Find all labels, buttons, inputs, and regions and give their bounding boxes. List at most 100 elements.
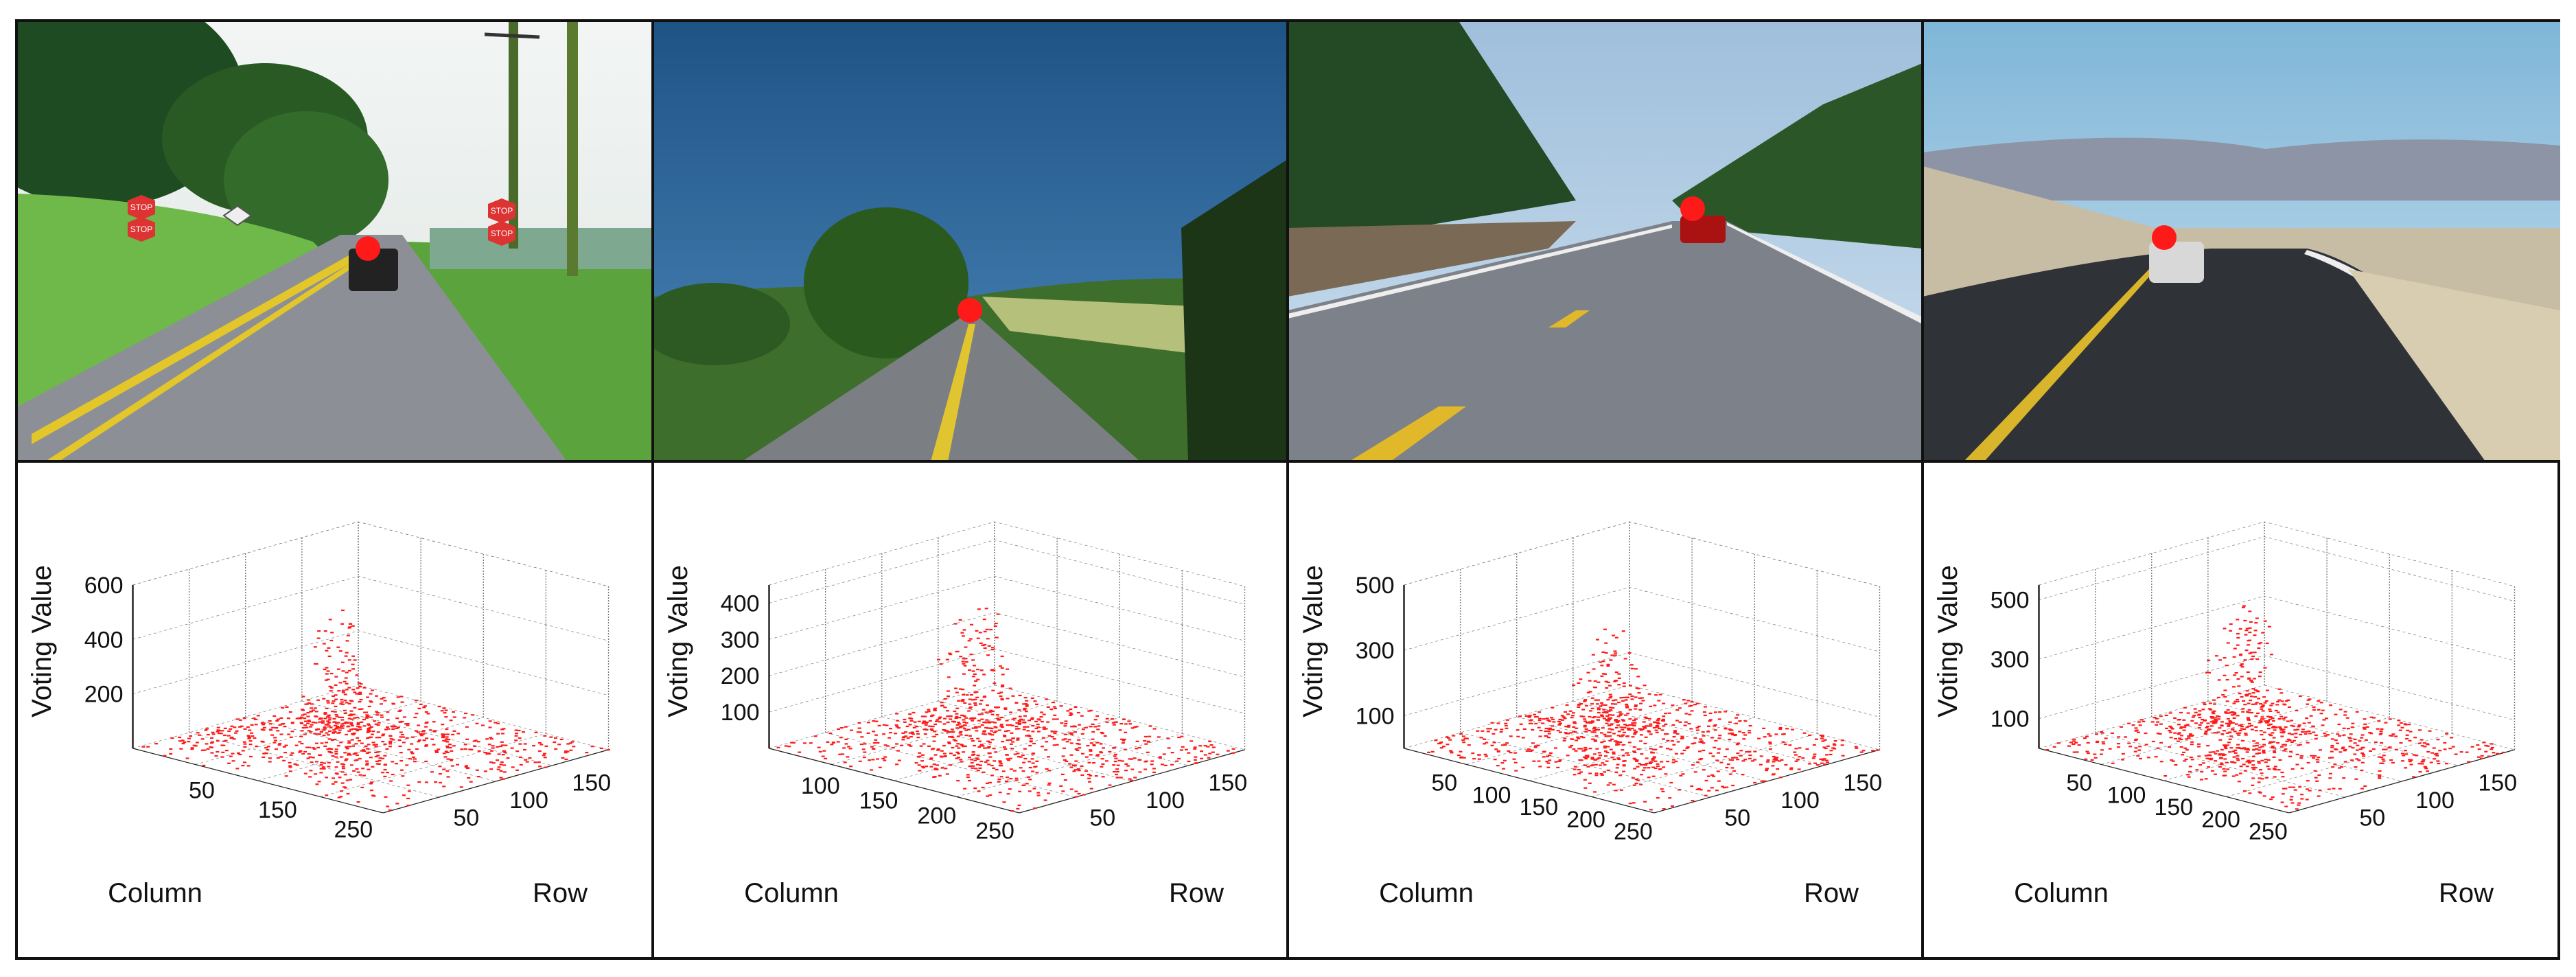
vote-point <box>474 739 478 742</box>
vote-point <box>2227 742 2231 744</box>
vote-point <box>1600 665 1604 667</box>
vote-point <box>2174 737 2178 740</box>
vote-point <box>1619 713 1623 715</box>
vote-point <box>365 714 369 716</box>
vote-point <box>943 706 947 709</box>
vote-point <box>2223 770 2227 772</box>
vote-point <box>817 746 821 748</box>
vote-point <box>2437 762 2441 765</box>
vote-point <box>1111 722 1115 724</box>
vote-point <box>1588 772 1592 774</box>
vote-point <box>2308 790 2312 792</box>
vote-point <box>351 668 356 670</box>
vote-point <box>449 720 453 722</box>
vote-point <box>936 764 940 766</box>
vote-point <box>1579 748 1583 750</box>
vote-point <box>463 712 467 715</box>
vote-point <box>2214 719 2218 721</box>
vote-point <box>932 763 936 766</box>
vote-point <box>1568 746 1572 748</box>
vote-point <box>1622 685 1626 687</box>
vote-point <box>343 712 347 715</box>
vote-point <box>1544 735 1548 737</box>
vote-point <box>1000 698 1004 701</box>
vote-point <box>1678 721 1682 723</box>
grid-line <box>2039 595 2515 661</box>
vote-point <box>2241 711 2245 713</box>
vote-point <box>955 650 960 653</box>
vote-point <box>2223 696 2227 698</box>
vote-point <box>2208 702 2212 704</box>
vote-point <box>2221 754 2225 756</box>
vote-point <box>1461 739 1465 741</box>
vote-point <box>321 720 325 722</box>
vote-point <box>380 698 384 700</box>
vote-point <box>250 724 254 726</box>
vote-point <box>538 766 542 768</box>
vote-point <box>1002 746 1006 748</box>
vote-point <box>350 739 354 741</box>
vote-point <box>2248 652 2252 654</box>
vote-point <box>933 709 937 711</box>
vote-point <box>1713 729 1717 731</box>
vote-point <box>1025 735 1029 737</box>
vote-point <box>398 721 402 723</box>
vote-point <box>1068 714 1072 716</box>
vote-point <box>1601 727 1605 729</box>
vote-point <box>997 778 1001 781</box>
vote-point <box>955 757 959 759</box>
vote-point <box>1598 764 1602 766</box>
vote-point <box>342 763 346 766</box>
vote-point <box>2226 712 2230 714</box>
vote-point <box>2305 717 2309 720</box>
vote-point <box>564 752 568 754</box>
vote-point <box>2212 751 2216 753</box>
vote-point <box>1658 768 1662 770</box>
vote-point <box>923 733 927 735</box>
vote-point <box>991 710 995 713</box>
vote-point <box>943 698 947 700</box>
vote-point <box>1679 774 1683 777</box>
vote-point <box>442 752 446 755</box>
vote-point <box>1759 763 1763 766</box>
vote-point <box>2212 722 2216 724</box>
vote-point <box>2328 772 2332 774</box>
vote-point <box>2183 760 2187 762</box>
vote-point <box>928 725 932 727</box>
vote-point <box>1651 758 1655 760</box>
vote-point <box>938 774 942 777</box>
vote-point <box>347 740 351 742</box>
vote-point <box>2467 761 2471 763</box>
vote-point <box>2360 769 2364 772</box>
vote-point <box>2300 767 2304 770</box>
vote-point <box>1581 737 1586 739</box>
vote-point <box>1645 762 1649 765</box>
vote-point <box>1089 742 1093 744</box>
vote-point <box>2251 784 2255 786</box>
vote-point <box>2231 722 2235 724</box>
vote-point <box>2273 776 2277 778</box>
vote-point <box>1042 713 1046 715</box>
z-tick-label: 500 <box>1356 573 1395 599</box>
vote-point <box>2225 732 2229 734</box>
vote-point <box>1733 734 1737 737</box>
vote-point <box>1036 726 1041 728</box>
vote-point <box>400 733 404 736</box>
vote-point <box>386 711 390 713</box>
vote-point <box>1634 759 1637 761</box>
vote-point <box>322 698 326 700</box>
vote-point <box>502 764 507 766</box>
vote-point <box>2274 709 2278 712</box>
vote-point <box>1702 749 1706 752</box>
vote-point <box>2253 689 2258 691</box>
vote-point <box>2329 704 2333 706</box>
vote-point <box>2211 711 2215 713</box>
vote-point <box>990 764 994 767</box>
vote-point <box>1635 687 1639 689</box>
vote-point <box>227 762 231 764</box>
vote-point <box>2436 760 2440 762</box>
vote-point <box>2317 700 2321 702</box>
vote-point <box>1558 718 1562 721</box>
grid-line <box>132 630 609 696</box>
